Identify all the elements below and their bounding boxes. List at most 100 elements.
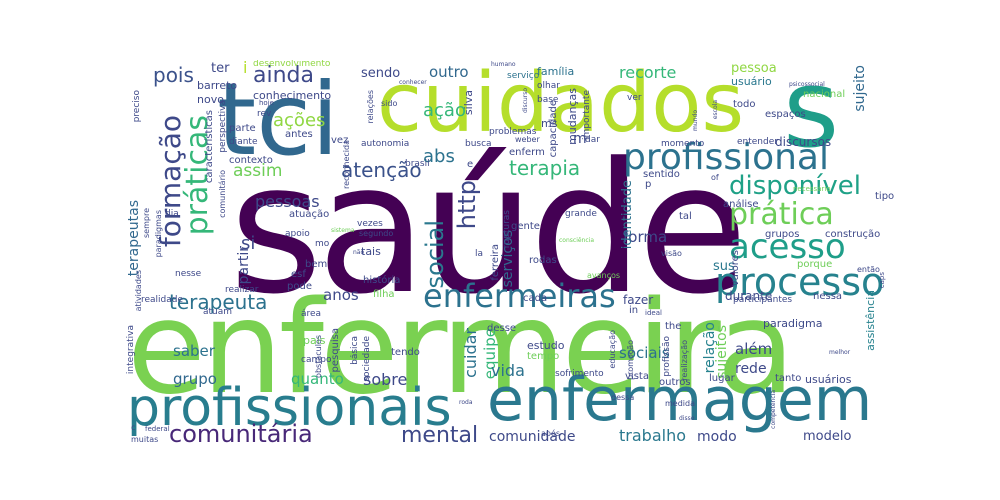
word-pais: país: [303, 334, 326, 347]
word-perspectiva: perspectiva: [218, 100, 228, 153]
word-modo: modo: [697, 429, 737, 445]
word-quanto: quanto: [291, 370, 344, 388]
word-obstaculos: obstáculos: [314, 335, 323, 378]
word-atuam: atuam: [203, 307, 233, 317]
word-disponivel: disponível: [729, 171, 861, 201]
word-sus: sus: [713, 259, 735, 274]
word-terapia: terapia: [509, 156, 581, 180]
word-alem: além: [735, 340, 773, 358]
word-tanto: tanto: [775, 373, 802, 384]
word-preciso: preciso: [132, 90, 142, 123]
word-entender: entender: [737, 137, 778, 147]
word-partir: partir: [236, 246, 252, 285]
word-todo: todo: [733, 99, 756, 110]
word-disso: disso: [679, 415, 695, 422]
word-campo: campo: [301, 355, 332, 365]
word-competencia: competência: [770, 390, 777, 429]
word-cloud: saúde enfermeira cuidados tci s enfermag…: [125, 60, 900, 447]
word-atividades: atividades: [134, 270, 143, 312]
word-sentido: sentido: [643, 169, 680, 180]
word-weber: weber: [515, 135, 540, 144]
word-contexto: contexto: [229, 155, 273, 166]
word-ver: ver: [627, 93, 642, 103]
word-profissionais: profissionais: [127, 378, 452, 438]
word-cuidar: cuidar: [461, 328, 480, 378]
word-atencao: atenção: [341, 158, 422, 182]
word-espacos: espaços: [765, 109, 806, 120]
word-paradigmas: paradigmas: [154, 210, 163, 258]
word-abs: abs: [423, 146, 455, 167]
word-desse: desse: [487, 323, 517, 334]
word-sociedade: sociedade: [362, 336, 372, 382]
word-social: social: [421, 220, 449, 289]
word-sobre: sobre: [363, 370, 408, 389]
word-vezes: vezes: [357, 219, 383, 229]
word-assim: assim: [233, 161, 283, 181]
word-i: i: [243, 60, 248, 77]
word-anos: anos: [323, 286, 359, 304]
word-pessoas: pessoas: [255, 192, 320, 211]
word-vista: vista: [625, 371, 649, 382]
word-assistencia: assistência: [864, 290, 877, 351]
word-rodas: rodas: [529, 255, 557, 266]
word-apos: após: [541, 429, 561, 438]
word-discurso: discurso: [522, 88, 529, 113]
word-modelo: modelo: [803, 429, 852, 444]
word-atuacao: atuação: [289, 209, 330, 220]
word-construcao: construção: [825, 229, 881, 240]
word-enfermeira: enfermeira: [127, 274, 795, 423]
word-momento: momento: [661, 139, 705, 149]
word-basica: básica: [350, 336, 360, 365]
word-ideal: ideal: [645, 309, 662, 317]
word-tempo: tempo: [527, 351, 560, 362]
word-acao: ação: [423, 100, 466, 121]
word-acoes: ações: [273, 110, 326, 131]
word-enfermagem: enfermagem: [487, 365, 873, 435]
word-dia: dia: [165, 209, 179, 219]
word-relacao: relação: [702, 322, 718, 374]
word-s: s: [783, 60, 840, 172]
word-realizar: realizar: [225, 285, 259, 295]
word-muitas: muitas: [131, 435, 159, 444]
word-realizacao: realização: [680, 340, 689, 381]
word-trabalho: trabalho: [619, 426, 686, 445]
word-ainda: ainda: [253, 63, 314, 88]
word-problemas: problemas: [489, 127, 537, 137]
word-educacao: educação: [608, 330, 617, 369]
word-sofrimento: sofrimento: [555, 369, 604, 379]
word-usuario: usuário: [731, 75, 772, 88]
word-conhecimento: conhecimento: [253, 89, 332, 102]
word-m: m: [573, 131, 587, 147]
word-cuidados: cuidados: [377, 60, 745, 151]
word-tais: tais: [361, 245, 381, 258]
word-valores: valores: [730, 250, 741, 287]
word-saber: saber: [173, 342, 215, 360]
word-forma: forma: [623, 228, 668, 246]
word-nesse: nesse: [175, 269, 202, 279]
word-reconhecida: reconhecida: [342, 140, 351, 189]
word-identidade: identidade: [620, 180, 635, 250]
word-integrativa: integrativa: [126, 325, 136, 375]
word-conscienca: consciência: [559, 237, 595, 244]
word-caracteristicas: características: [204, 110, 215, 184]
word-area: área: [301, 309, 322, 319]
word-comunitaria: comunitária: [169, 420, 313, 447]
word-estudo: estudo: [527, 339, 565, 352]
word-segundo: segundo: [359, 229, 394, 238]
word-terapeutas: terapeutas: [126, 200, 142, 277]
word-base: base: [537, 95, 559, 105]
word-diante: diante: [229, 137, 258, 147]
word-discursos: discursos: [775, 135, 832, 149]
word-relacoes: relações: [366, 90, 375, 124]
word-comunidade: comunidade: [489, 429, 576, 445]
word-tipo: tipo: [875, 191, 895, 202]
word-porque: porque: [797, 259, 833, 270]
word-e: e: [467, 159, 474, 170]
word-promocao: promoção: [626, 340, 635, 380]
word-medida: medida: [665, 399, 695, 408]
word-enferm: enferm: [509, 147, 545, 158]
word-ferreira: ferreira: [490, 244, 501, 281]
word-brasil: brasil: [405, 159, 430, 169]
word-conhecer: conhecer: [399, 79, 427, 86]
word-novo: novo: [197, 93, 224, 106]
